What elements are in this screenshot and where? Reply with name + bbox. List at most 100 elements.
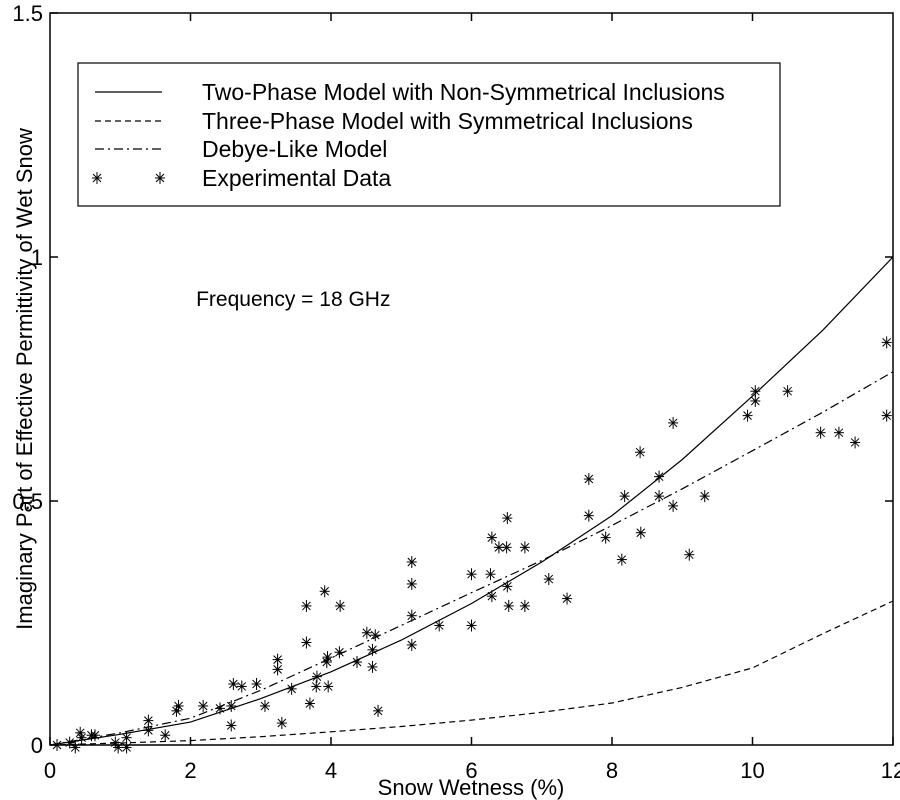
x-axis-label: Snow Wetness (%) xyxy=(378,775,565,800)
asterisk-marker xyxy=(486,590,497,603)
legend-label-three-phase: Three-Phase Model with Symmetrical Inclu… xyxy=(202,108,693,134)
asterisk-marker xyxy=(64,736,75,749)
curve-solid xyxy=(49,256,894,746)
legend: Two-Phase Model with Non-Symmetrical Inc… xyxy=(77,62,781,207)
y-tick-label: 1 xyxy=(31,245,43,270)
asterisk-marker xyxy=(367,660,378,673)
asterisk-marker xyxy=(654,470,665,483)
x-tick-label: 10 xyxy=(740,758,764,783)
curve-dashdot xyxy=(49,371,894,746)
asterisk-marker xyxy=(319,585,330,598)
asterisk-marker xyxy=(742,409,753,422)
asterisk-marker xyxy=(236,680,247,693)
legend-line-samples xyxy=(92,91,165,184)
asterisk-marker xyxy=(616,553,627,566)
asterisk-marker xyxy=(334,646,345,659)
asterisk-marker xyxy=(89,729,100,742)
asterisk-marker xyxy=(583,473,594,486)
asterisk-marker xyxy=(323,680,334,693)
x-tick-label: 8 xyxy=(606,758,618,783)
x-tick-label: 12 xyxy=(881,758,900,783)
asterisk-marker xyxy=(543,573,554,586)
asterisk-marker xyxy=(502,580,513,593)
asterisk-marker xyxy=(815,426,826,439)
asterisk-marker xyxy=(503,599,514,612)
asterisk-marker xyxy=(466,619,477,632)
asterisk-marker xyxy=(215,702,226,715)
asterisk-marker xyxy=(684,548,695,561)
asterisk-marker xyxy=(668,499,679,512)
x-tick-label: 6 xyxy=(465,758,477,783)
asterisk-marker xyxy=(276,717,287,730)
asterisk-marker xyxy=(301,599,312,612)
asterisk-marker xyxy=(486,531,497,544)
x-tick-label: 4 xyxy=(325,758,337,783)
asterisk-marker xyxy=(173,699,184,712)
asterisk-marker xyxy=(367,643,378,656)
experimental-data-points xyxy=(52,336,892,754)
asterisk-marker xyxy=(502,512,513,525)
asterisk-marker xyxy=(370,629,381,642)
frequency-annotation: Frequency = 18 GHz xyxy=(196,288,390,311)
asterisk-marker xyxy=(143,724,154,737)
asterisk-marker xyxy=(361,626,372,639)
asterisk-marker xyxy=(373,704,384,717)
asterisk-marker xyxy=(226,719,237,732)
asterisk-marker xyxy=(335,599,346,612)
asterisk-marker xyxy=(351,656,362,669)
asterisk-marker xyxy=(833,426,844,439)
y-axis-label: Imaginary Part of Effective Permittivity… xyxy=(12,128,37,630)
asterisk-marker xyxy=(782,385,793,398)
asterisk-marker xyxy=(562,592,573,605)
asterisk-marker xyxy=(155,172,165,184)
asterisk-marker xyxy=(635,446,646,459)
asterisk-marker xyxy=(70,741,81,754)
legend-label-two-phase: Two-Phase Model with Non-Symmetrical Inc… xyxy=(202,79,725,105)
asterisk-marker xyxy=(160,729,171,742)
asterisk-marker xyxy=(406,556,417,568)
asterisk-marker xyxy=(76,731,87,744)
x-tick-label: 2 xyxy=(184,758,196,783)
asterisk-marker xyxy=(466,568,477,581)
asterisk-marker xyxy=(600,531,611,544)
axis-tick-labels: 0 2 4 6 8 10 12 0 0.5 1 1.5 xyxy=(12,1,900,783)
asterisk-marker xyxy=(304,697,315,710)
asterisk-marker xyxy=(406,577,417,590)
asterisk-marker xyxy=(171,704,182,717)
asterisk-marker xyxy=(881,409,892,422)
asterisk-marker xyxy=(635,526,646,539)
asterisk-marker xyxy=(311,680,322,693)
asterisk-marker xyxy=(226,699,237,712)
asterisk-marker xyxy=(301,636,312,649)
asterisk-marker xyxy=(485,568,496,581)
asterisk-marker xyxy=(519,599,530,612)
asterisk-marker xyxy=(113,741,124,754)
asterisk-marker xyxy=(881,336,892,349)
asterisk-marker xyxy=(406,638,417,651)
asterisk-marker xyxy=(322,651,333,664)
asterisk-marker xyxy=(850,436,861,449)
asterisk-marker xyxy=(699,490,710,503)
y-tick-label: 0 xyxy=(31,733,43,758)
asterisk-marker xyxy=(654,490,665,503)
asterisk-marker xyxy=(92,172,102,184)
model-curves xyxy=(49,256,894,746)
axis-ticks xyxy=(49,12,894,746)
asterisk-marker xyxy=(259,699,270,712)
y-tick-label: 0.5 xyxy=(12,489,43,514)
asterisk-marker xyxy=(583,509,594,522)
asterisk-marker xyxy=(668,416,679,429)
asterisk-marker xyxy=(311,670,322,683)
asterisk-marker xyxy=(434,619,445,632)
asterisk-marker xyxy=(272,663,283,676)
asterisk-marker xyxy=(286,682,297,695)
legend-label-debye: Debye-Like Model xyxy=(202,136,387,162)
legend-label-experimental: Experimental Data xyxy=(202,165,391,191)
asterisk-marker xyxy=(251,678,262,690)
x-tick-label: 0 xyxy=(44,758,56,783)
asterisk-marker xyxy=(228,678,239,690)
y-tick-label: 1.5 xyxy=(12,1,43,26)
asterisk-marker xyxy=(198,699,209,712)
